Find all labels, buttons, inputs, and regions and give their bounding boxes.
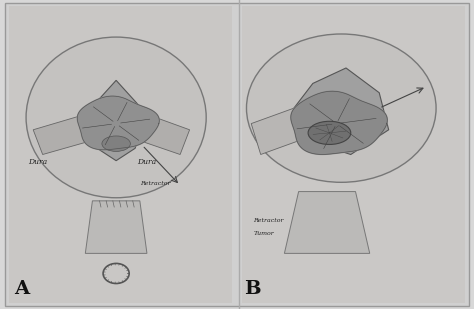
Polygon shape (284, 192, 370, 253)
FancyBboxPatch shape (5, 3, 469, 306)
Polygon shape (85, 201, 147, 253)
Text: Retractor: Retractor (140, 181, 170, 186)
Polygon shape (291, 91, 387, 154)
Polygon shape (33, 114, 97, 154)
Ellipse shape (102, 136, 130, 151)
Polygon shape (294, 68, 389, 154)
FancyBboxPatch shape (242, 6, 465, 303)
Text: B: B (244, 280, 261, 298)
Text: Retractor: Retractor (254, 218, 284, 223)
Text: Dura: Dura (137, 158, 156, 166)
FancyBboxPatch shape (9, 6, 232, 303)
Ellipse shape (26, 37, 206, 198)
Text: A: A (14, 280, 29, 298)
Polygon shape (85, 80, 147, 161)
Ellipse shape (308, 121, 351, 145)
Text: Tumor: Tumor (254, 231, 274, 236)
Polygon shape (77, 96, 159, 150)
Text: Dura: Dura (28, 158, 47, 166)
Polygon shape (251, 108, 303, 154)
Polygon shape (135, 114, 190, 154)
Ellipse shape (246, 34, 436, 182)
